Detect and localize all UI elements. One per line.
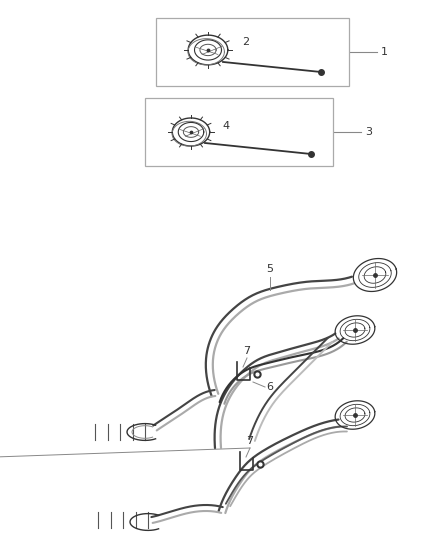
Bar bbox=[156, 18, 349, 86]
Bar bbox=[145, 98, 333, 166]
Text: 7: 7 bbox=[247, 436, 254, 446]
Text: 1: 1 bbox=[381, 47, 388, 57]
Text: 3: 3 bbox=[365, 127, 372, 137]
Text: 5: 5 bbox=[266, 264, 273, 274]
Text: 4: 4 bbox=[223, 121, 230, 131]
Text: 2: 2 bbox=[243, 37, 250, 47]
Text: 7: 7 bbox=[244, 346, 251, 356]
Text: 6: 6 bbox=[266, 382, 273, 392]
